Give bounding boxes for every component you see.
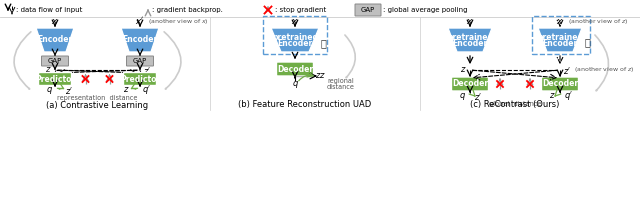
Text: Decoder: Decoder	[452, 79, 488, 88]
Text: (b) Feature Reconstruction UAD: (b) Feature Reconstruction UAD	[238, 100, 372, 110]
Text: Decoder: Decoder	[277, 64, 313, 73]
Text: : stop gradient: : stop gradient	[275, 7, 326, 13]
Text: : data flow of input: : data flow of input	[16, 7, 83, 13]
Text: Predictor: Predictor	[120, 74, 160, 84]
Text: (c) ReContrast (Ours): (c) ReContrast (Ours)	[470, 100, 560, 110]
Text: $z$: $z$	[460, 66, 467, 74]
Bar	[532, 16, 590, 54]
FancyArrowPatch shape	[345, 35, 355, 78]
FancyBboxPatch shape	[42, 56, 68, 66]
Polygon shape	[538, 28, 582, 52]
Text: : gradient backprop.: : gradient backprop.	[152, 7, 223, 13]
Text: GAP: GAP	[48, 58, 62, 64]
Text: regional: regional	[327, 78, 354, 84]
Text: ⚿: ⚿	[320, 38, 326, 48]
FancyBboxPatch shape	[355, 4, 381, 16]
Text: $x$: $x$	[51, 17, 59, 25]
Text: GAP: GAP	[361, 7, 375, 13]
Text: (another view of $x$): (another view of $x$)	[148, 18, 209, 26]
Text: $z$: $z$	[548, 92, 556, 100]
Text: : global average pooling: : global average pooling	[383, 7, 467, 13]
Text: pretrained: pretrained	[272, 32, 318, 42]
Text: $z$: $z$	[315, 71, 321, 79]
Text: $q'$: $q'$	[142, 84, 151, 97]
Text: $z'$: $z'$	[474, 90, 482, 102]
Text: Encoder: Encoder	[37, 36, 72, 45]
Text: representation  distance: representation distance	[58, 95, 138, 101]
Text: Encoder: Encoder	[452, 40, 488, 48]
Text: global  distance: global distance	[489, 101, 541, 107]
Text: $z'$: $z'$	[143, 64, 152, 75]
Text: Encoder: Encoder	[277, 40, 312, 48]
FancyBboxPatch shape	[276, 62, 314, 76]
FancyBboxPatch shape	[127, 56, 154, 66]
Polygon shape	[448, 28, 492, 52]
Text: Encoder: Encoder	[542, 40, 578, 48]
Text: $x$: $x$	[466, 17, 474, 25]
Text: $q$: $q$	[291, 78, 298, 90]
Text: GAP: GAP	[133, 58, 147, 64]
Text: $z$: $z$	[45, 66, 52, 74]
Text: distance: distance	[327, 84, 355, 90]
Text: $z'$: $z'$	[563, 64, 572, 75]
Text: $q'$: $q'$	[564, 90, 573, 102]
Text: $z$: $z$	[319, 71, 326, 79]
Text: $z$: $z$	[123, 86, 129, 95]
Text: $x'$: $x'$	[135, 16, 145, 26]
FancyArrowPatch shape	[595, 35, 609, 91]
Text: (a) Contrastive Learning: (a) Contrastive Learning	[47, 100, 148, 110]
FancyBboxPatch shape	[451, 77, 488, 91]
Text: $q$: $q$	[459, 90, 466, 102]
Text: Decoder: Decoder	[542, 79, 578, 88]
Text: $x$: $x$	[556, 17, 564, 25]
Text: $q$: $q$	[46, 84, 53, 96]
FancyBboxPatch shape	[38, 72, 72, 86]
Text: (another view of $z$): (another view of $z$)	[568, 18, 628, 26]
Polygon shape	[121, 28, 159, 52]
Bar	[263, 16, 327, 54]
Text: $x$: $x$	[291, 17, 299, 25]
Polygon shape	[271, 28, 319, 52]
Text: Encoder: Encoder	[122, 36, 157, 45]
FancyArrowPatch shape	[164, 32, 181, 89]
Text: Predictor: Predictor	[35, 74, 75, 84]
Polygon shape	[36, 28, 74, 52]
Text: ⚿: ⚿	[584, 37, 590, 47]
Text: (another view of $z$): (another view of $z$)	[574, 64, 634, 73]
FancyBboxPatch shape	[124, 72, 157, 86]
FancyArrowPatch shape	[14, 32, 31, 89]
Text: pretrained: pretrained	[447, 32, 493, 42]
Text: pretrained: pretrained	[537, 32, 583, 42]
FancyBboxPatch shape	[541, 77, 579, 91]
Text: $z'$: $z'$	[65, 84, 73, 96]
